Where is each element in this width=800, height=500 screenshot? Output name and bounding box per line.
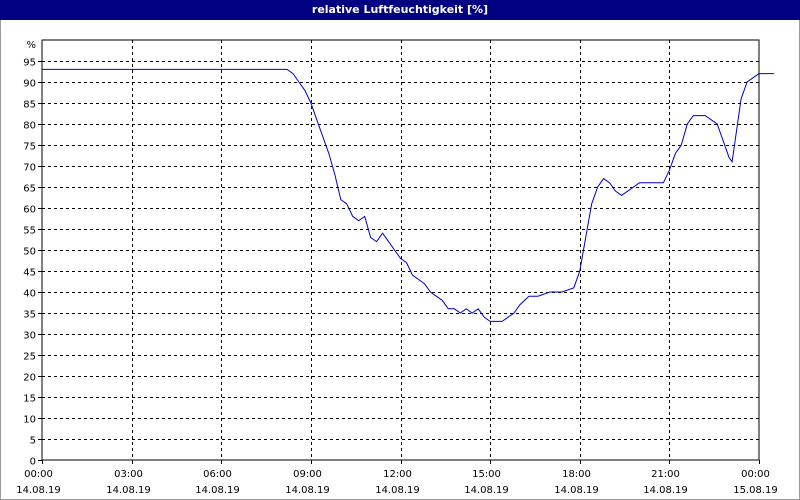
x-tick-date-label: 14.08.19 bbox=[106, 485, 151, 496]
y-tick-label: 40 bbox=[23, 289, 36, 300]
grid-layer bbox=[42, 40, 759, 460]
y-tick-label: 55 bbox=[23, 226, 36, 237]
y-axis-unit-label: % bbox=[26, 40, 36, 51]
x-tick-time-label: 00:00 bbox=[24, 469, 53, 480]
y-tick-label: 80 bbox=[23, 121, 36, 132]
y-tick-label: 50 bbox=[23, 247, 36, 258]
y-tick-label: 20 bbox=[23, 373, 36, 384]
x-tick-time-label: 12:00 bbox=[383, 469, 412, 480]
y-tick-label: 60 bbox=[23, 205, 36, 216]
x-tick-time-label: 06:00 bbox=[203, 469, 232, 480]
y-tick-label: 85 bbox=[23, 100, 36, 111]
y-tick-label: 25 bbox=[23, 352, 36, 363]
y-tick-label: 45 bbox=[23, 268, 36, 279]
x-tick-time-label: 03:00 bbox=[114, 469, 143, 480]
y-tick-label: 35 bbox=[23, 310, 36, 321]
x-tick-date-label: 15.08.19 bbox=[733, 485, 778, 496]
x-tick-time-label: 09:00 bbox=[293, 469, 322, 480]
series-layer bbox=[42, 68, 774, 322]
x-tick-time-label: 00:00 bbox=[741, 469, 770, 480]
x-tick-date-label: 14.08.19 bbox=[375, 485, 420, 496]
y-tick-label: 75 bbox=[23, 142, 36, 153]
x-tick-date-label: 14.08.19 bbox=[554, 485, 599, 496]
x-tick-date-label: 14.08.19 bbox=[16, 485, 61, 496]
y-tick-label: 10 bbox=[23, 415, 36, 426]
x-tick-date-label: 14.08.19 bbox=[643, 485, 688, 496]
x-tick-time-label: 18:00 bbox=[562, 469, 591, 480]
x-tick-date-label: 14.08.19 bbox=[464, 485, 509, 496]
y-tick-label: 95 bbox=[23, 58, 36, 69]
y-tick-label: 70 bbox=[23, 163, 36, 174]
x-tick-date-label: 14.08.19 bbox=[195, 485, 240, 496]
plot-border bbox=[41, 39, 760, 461]
y-tick-label: 90 bbox=[23, 79, 36, 90]
chart-title: relative Luftfeuchtigkeit [%] bbox=[0, 0, 800, 20]
y-tick-label: 30 bbox=[23, 331, 36, 342]
axis-layer: 0 5 10 15 20 25 30 35 40 45 50 55 60 65 70 75 80 85 90 95 00… bbox=[16, 39, 778, 496]
y-tick-label: 65 bbox=[23, 184, 36, 195]
x-tick-time-label: 21:00 bbox=[651, 469, 680, 480]
series-line-humidity bbox=[42, 68, 774, 322]
x-tick-time-label: 15:00 bbox=[472, 469, 501, 480]
y-tick-label: 0 bbox=[30, 457, 36, 468]
y-tick-label: 5 bbox=[30, 436, 36, 447]
y-tick-label: 15 bbox=[23, 394, 36, 405]
x-tick-date-label: 14.08.19 bbox=[285, 485, 330, 496]
